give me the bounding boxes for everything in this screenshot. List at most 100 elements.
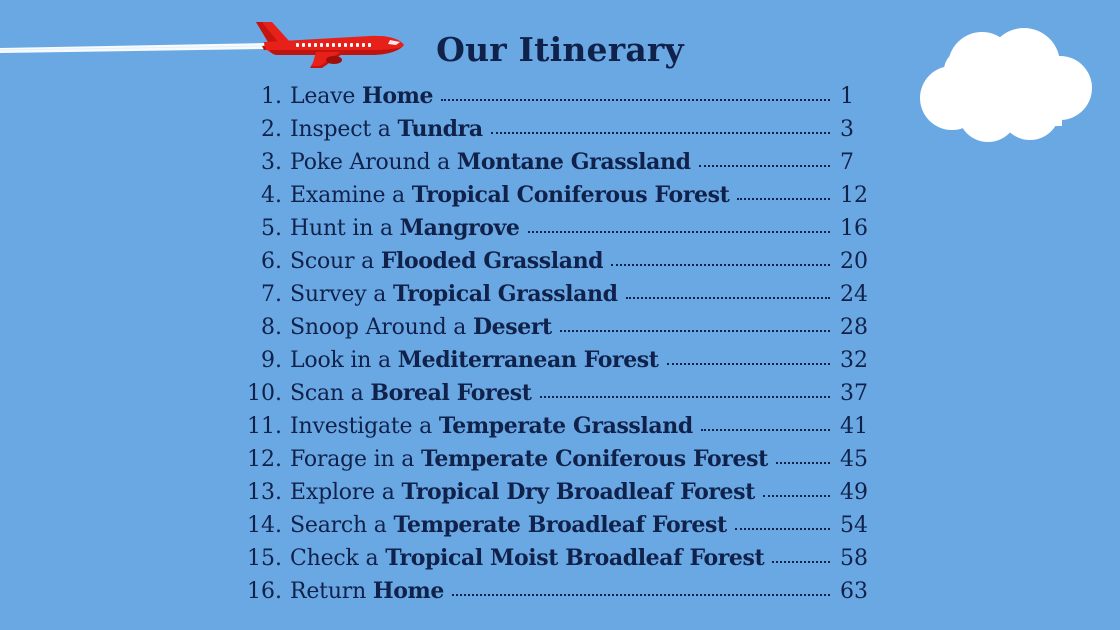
page-number: 20 [840, 249, 868, 274]
airplane-icon [256, 22, 404, 68]
itinerary-item: 14. Search a Temperate Broadleaf Forest 54 [240, 509, 880, 542]
page-number: 3 [840, 117, 854, 142]
item-label: Scan a Boreal Forest [290, 377, 532, 410]
item-label: Inspect a Tundra [290, 113, 483, 146]
item-action: Inspect a [290, 117, 398, 142]
dot-leader [666, 362, 830, 365]
itinerary-item: 3. Poke Around a Montane Grassland 7 [240, 146, 880, 179]
itinerary-item: 15. Check a Tropical Moist Broadleaf Fore… [240, 542, 880, 575]
item-label: Investigate a Temperate Grassland [290, 410, 693, 443]
item-action: Snoop Around a [290, 315, 473, 340]
item-label: Check a Tropical Moist Broadleaf Forest [290, 542, 765, 575]
item-place: Tropical Moist Broadleaf Forest [385, 545, 765, 571]
item-action: Forage in a [290, 447, 421, 472]
itinerary-item: 2. Inspect a Tundra 3 [240, 113, 880, 146]
item-action: Return [290, 579, 373, 604]
item-number: 10. [247, 381, 282, 406]
item-label: Scour a Flooded Grassland [290, 245, 604, 278]
cloud-icon [920, 28, 1092, 142]
page-number: 41 [840, 414, 868, 439]
item-number: 5. [261, 216, 282, 241]
item-place: Tropical Coniferous Forest [411, 182, 730, 208]
itinerary-item: 16. Return Home 63 [240, 575, 880, 608]
contrail [0, 43, 265, 53]
page-number: 49 [840, 480, 868, 505]
page-number: 7 [840, 150, 854, 175]
item-place: Mangrove [399, 215, 520, 241]
item-number: 7. [261, 282, 282, 307]
item-number: 14. [247, 513, 282, 538]
page-number: 37 [840, 381, 868, 406]
item-action: Hunt in a [290, 216, 400, 241]
dot-leader [452, 593, 830, 596]
item-label: Forage in a Temperate Coniferous Forest [290, 443, 768, 476]
item-number: 1. [261, 84, 282, 109]
page-number: 32 [840, 348, 868, 373]
itinerary-item: 12. Forage in a Temperate Coniferous Fore… [240, 443, 880, 476]
item-action: Poke Around a [290, 150, 457, 175]
dot-leader [490, 131, 830, 134]
page-number: 45 [840, 447, 868, 472]
item-label: Examine a Tropical Coniferous Forest [290, 179, 730, 212]
item-action: Explore a [290, 480, 402, 505]
item-place: Montane Grassland [456, 149, 691, 175]
itinerary-item: 10. Scan a Boreal Forest 37 [240, 377, 880, 410]
itinerary-item: 6. Scour a Flooded Grassland 20 [240, 245, 880, 278]
item-number: 15. [247, 546, 282, 571]
page-number: 28 [840, 315, 868, 340]
item-label: Hunt in a Mangrove [290, 212, 520, 245]
dot-leader [734, 527, 830, 530]
item-label: Snoop Around a Desert [290, 311, 552, 344]
item-place: Desert [472, 314, 552, 340]
dot-leader [737, 197, 830, 200]
item-number: 4. [261, 183, 282, 208]
page-number: 1 [840, 84, 854, 109]
item-number: 3. [261, 150, 282, 175]
item-action: Examine a [290, 183, 412, 208]
item-label: Poke Around a Montane Grassland [290, 146, 691, 179]
dot-leader [625, 296, 830, 299]
item-label: Survey a Tropical Grassland [290, 278, 618, 311]
item-number: 2. [261, 117, 282, 142]
item-action: Look in a [290, 348, 398, 373]
item-label: Explore a Tropical Dry Broadleaf Forest [290, 476, 755, 509]
item-place: Tropical Grassland [392, 281, 618, 307]
page-number: 12 [840, 183, 868, 208]
page-number: 58 [840, 546, 868, 571]
item-place: Temperate Grassland [438, 413, 693, 439]
item-place: Flooded Grassland [380, 248, 604, 274]
itinerary-item: 1. Leave Home 1 [240, 80, 880, 113]
page-number: 54 [840, 513, 868, 538]
dot-leader [441, 98, 830, 101]
itinerary-item: 8. Snoop Around a Desert 28 [240, 311, 880, 344]
item-number: 8. [261, 315, 282, 340]
dot-leader [772, 560, 830, 563]
item-number: 16. [247, 579, 282, 604]
itinerary-list: 1. Leave Home 1 2. Inspect a Tundra 3 3. Poke A… [240, 80, 880, 608]
dot-leader [700, 428, 830, 431]
page-number: 24 [840, 282, 868, 307]
item-label: Search a Temperate Broadleaf Forest [290, 509, 727, 542]
itinerary-item: 9. Look in a Mediterranean Forest 32 [240, 344, 880, 377]
dot-leader [559, 329, 830, 332]
item-number: 9. [261, 348, 282, 373]
item-place: Boreal Forest [370, 380, 532, 406]
item-label: Return Home [290, 575, 444, 608]
page-number: 63 [840, 579, 868, 604]
page-number: 16 [840, 216, 868, 241]
item-place: Mediterranean Forest [397, 347, 659, 373]
item-action: Investigate a [290, 414, 439, 439]
item-action: Leave [290, 84, 362, 109]
item-place: Home [372, 578, 445, 604]
item-place: Home [362, 83, 434, 109]
dot-leader [611, 263, 830, 266]
item-action: Scour a [290, 249, 381, 274]
item-place: Temperate Broadleaf Forest [393, 512, 728, 538]
item-action: Check a [290, 546, 386, 571]
item-action: Search a [290, 513, 394, 538]
itinerary-item: 4. Examine a Tropical Coniferous Forest 12 [240, 179, 880, 212]
dot-leader [762, 494, 830, 497]
itinerary-item: 11. Investigate a Temperate Grassland 41 [240, 410, 880, 443]
dot-leader [775, 461, 830, 464]
page-title: Our Itinerary [436, 30, 684, 69]
